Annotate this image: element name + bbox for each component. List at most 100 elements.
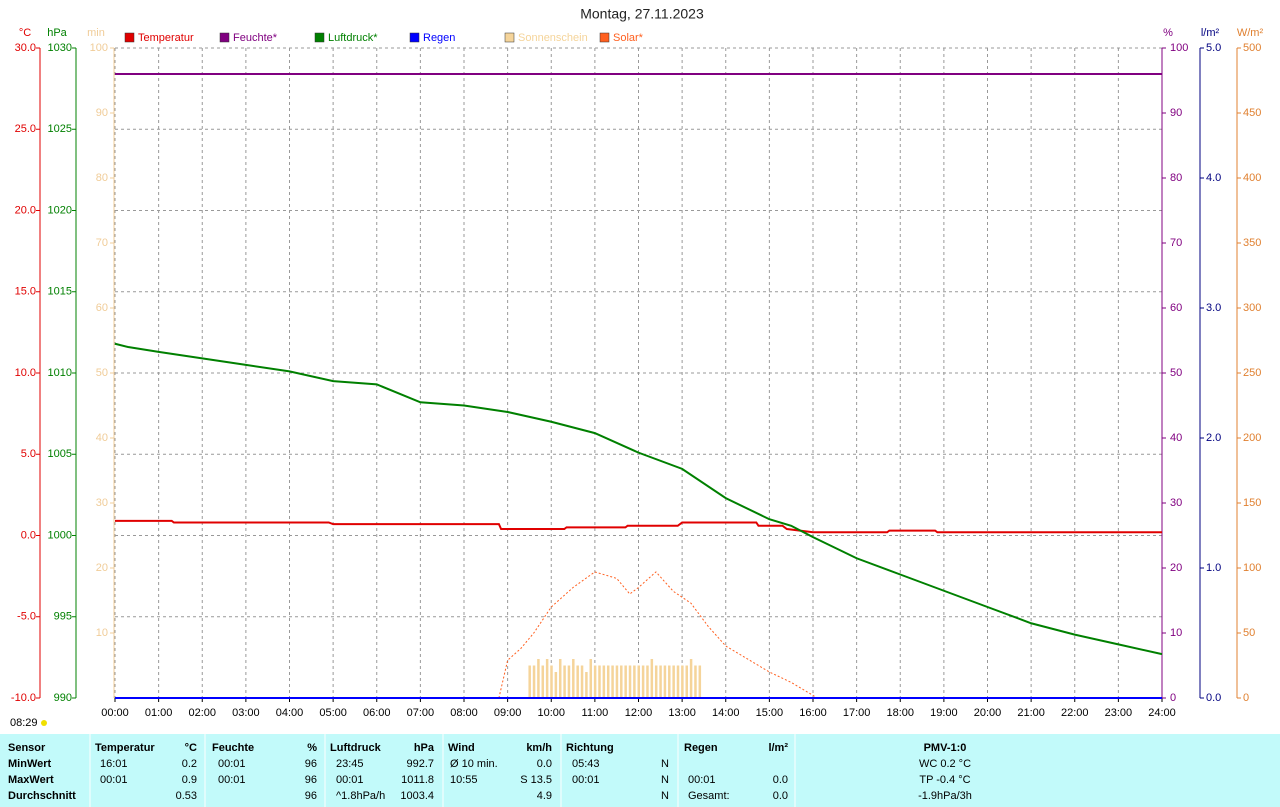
y-tick-label: 80 xyxy=(1170,172,1182,184)
y-tick-label: 5.0 xyxy=(1206,42,1221,54)
x-tick-label: 05:00 xyxy=(319,707,347,719)
y-tick-label: 100 xyxy=(1170,42,1188,54)
x-tick-label: 24:00 xyxy=(1148,707,1176,719)
sunrise-marker xyxy=(41,720,47,726)
legend-label: Feuchte* xyxy=(233,32,278,44)
table-cell: Gesamt: xyxy=(688,790,730,802)
bar xyxy=(628,665,632,698)
bar xyxy=(681,665,684,698)
table-cell: 1003.4 xyxy=(400,790,434,802)
legend-label: Sonnenschein xyxy=(518,32,588,44)
bar xyxy=(550,665,553,698)
y-tick-label: 80 xyxy=(96,172,108,184)
axis-unit: °C xyxy=(19,27,31,39)
y-tick-label: 30 xyxy=(96,497,108,509)
table-cell: TP -0.4 °C xyxy=(919,774,970,786)
legend-label: Temperatur xyxy=(138,32,194,44)
table-separators xyxy=(89,734,796,807)
y-tick-label: 10 xyxy=(96,627,108,639)
x-tick-label: 13:00 xyxy=(668,707,696,719)
x-tick-label: 04:00 xyxy=(276,707,304,719)
table-header: km/h xyxy=(526,742,552,754)
legend-label: Luftdruck* xyxy=(328,32,378,44)
bar xyxy=(654,665,658,698)
x-tick-label: 15:00 xyxy=(756,707,784,719)
y-tick-label: 70 xyxy=(1170,237,1182,249)
series-line xyxy=(114,342,1163,656)
bar xyxy=(593,665,597,698)
bar xyxy=(598,665,601,698)
table-cell: N xyxy=(661,774,669,786)
table-cell: 4.9 xyxy=(537,790,552,802)
y-tick-label: 1010 xyxy=(48,367,72,379)
bar xyxy=(672,665,675,698)
y-tick-label: 1015 xyxy=(48,286,72,298)
bar xyxy=(650,659,654,698)
table-cell: 05:43 xyxy=(572,758,600,770)
table-header: PMV-1:0 xyxy=(924,742,967,754)
table-cell: 0.0 xyxy=(537,758,552,770)
y-tick-label: 40 xyxy=(96,432,108,444)
x-tick-label: 17:00 xyxy=(843,707,871,719)
series-line xyxy=(115,519,1162,534)
legend-label: Regen xyxy=(423,32,455,44)
y-tick-label: 70 xyxy=(96,237,108,249)
table-cell: Durchschnitt xyxy=(8,790,76,802)
bar xyxy=(624,665,627,698)
y-tick-label: -10.0 xyxy=(11,692,36,704)
y-tick-label: 30 xyxy=(1170,497,1182,509)
y-tick-label: 40 xyxy=(1170,432,1182,444)
axis-unit: l/m² xyxy=(1201,27,1220,39)
bar xyxy=(602,665,606,698)
y-tick-label: 500 xyxy=(1243,42,1261,54)
y-tick-label: 1.0 xyxy=(1206,562,1221,574)
table-cell: 16:01 xyxy=(100,758,128,770)
legend-swatch xyxy=(314,32,325,43)
y-tick-label: 50 xyxy=(1170,367,1182,379)
table-cell: -1.9hPa/3h xyxy=(918,790,972,802)
y-tick-label: 1005 xyxy=(48,448,72,460)
y-tick-label: 10 xyxy=(1170,627,1182,639)
x-tick-label: 06:00 xyxy=(363,707,391,719)
table-header: °C xyxy=(185,742,197,754)
x-tick-label: 07:00 xyxy=(407,707,435,719)
x-tick-label: 03:00 xyxy=(232,707,260,719)
y-tick-label: 10.0 xyxy=(15,367,36,379)
bar xyxy=(532,665,536,698)
y-tick-label: 15.0 xyxy=(15,286,36,298)
bar xyxy=(676,665,680,698)
x-tick-label: 12:00 xyxy=(625,707,653,719)
table-header: hPa xyxy=(414,742,435,754)
table-cell: ^1.8hPa/h xyxy=(336,790,385,802)
table-cell: 0.0 xyxy=(773,774,788,786)
x-tick-label: 22:00 xyxy=(1061,707,1089,719)
bar xyxy=(528,665,531,698)
x-tick-label: 01:00 xyxy=(145,707,173,719)
chart-title: Montag, 27.11.2023 xyxy=(580,6,704,22)
y-tick-label: 3.0 xyxy=(1206,302,1221,314)
x-tick-label: 19:00 xyxy=(930,707,958,719)
table-header: Feuchte xyxy=(212,742,254,754)
x-tick-label: 23:00 xyxy=(1105,707,1133,719)
bar xyxy=(606,665,610,698)
bar xyxy=(620,665,623,698)
table-cell: 96 xyxy=(305,774,317,786)
y-tick-label: 2.0 xyxy=(1206,432,1221,444)
table-cell: 992.7 xyxy=(406,758,434,770)
table-header: Sensor xyxy=(8,742,46,754)
bar xyxy=(567,665,571,698)
bar xyxy=(580,665,584,698)
table-cell: MaxWert xyxy=(8,774,54,786)
bar xyxy=(659,665,662,698)
y-tick-label: 300 xyxy=(1243,302,1261,314)
y-tick-label: 50 xyxy=(96,367,108,379)
table-cell: WC 0.2 °C xyxy=(919,758,971,770)
y-tick-label: 25.0 xyxy=(15,123,36,135)
table-cell: 00:01 xyxy=(572,774,600,786)
x-tick-label: 20:00 xyxy=(974,707,1002,719)
bar xyxy=(611,665,614,698)
table-cell: 96 xyxy=(305,790,317,802)
bar xyxy=(646,665,649,698)
table-cell: 10:55 xyxy=(450,774,478,786)
